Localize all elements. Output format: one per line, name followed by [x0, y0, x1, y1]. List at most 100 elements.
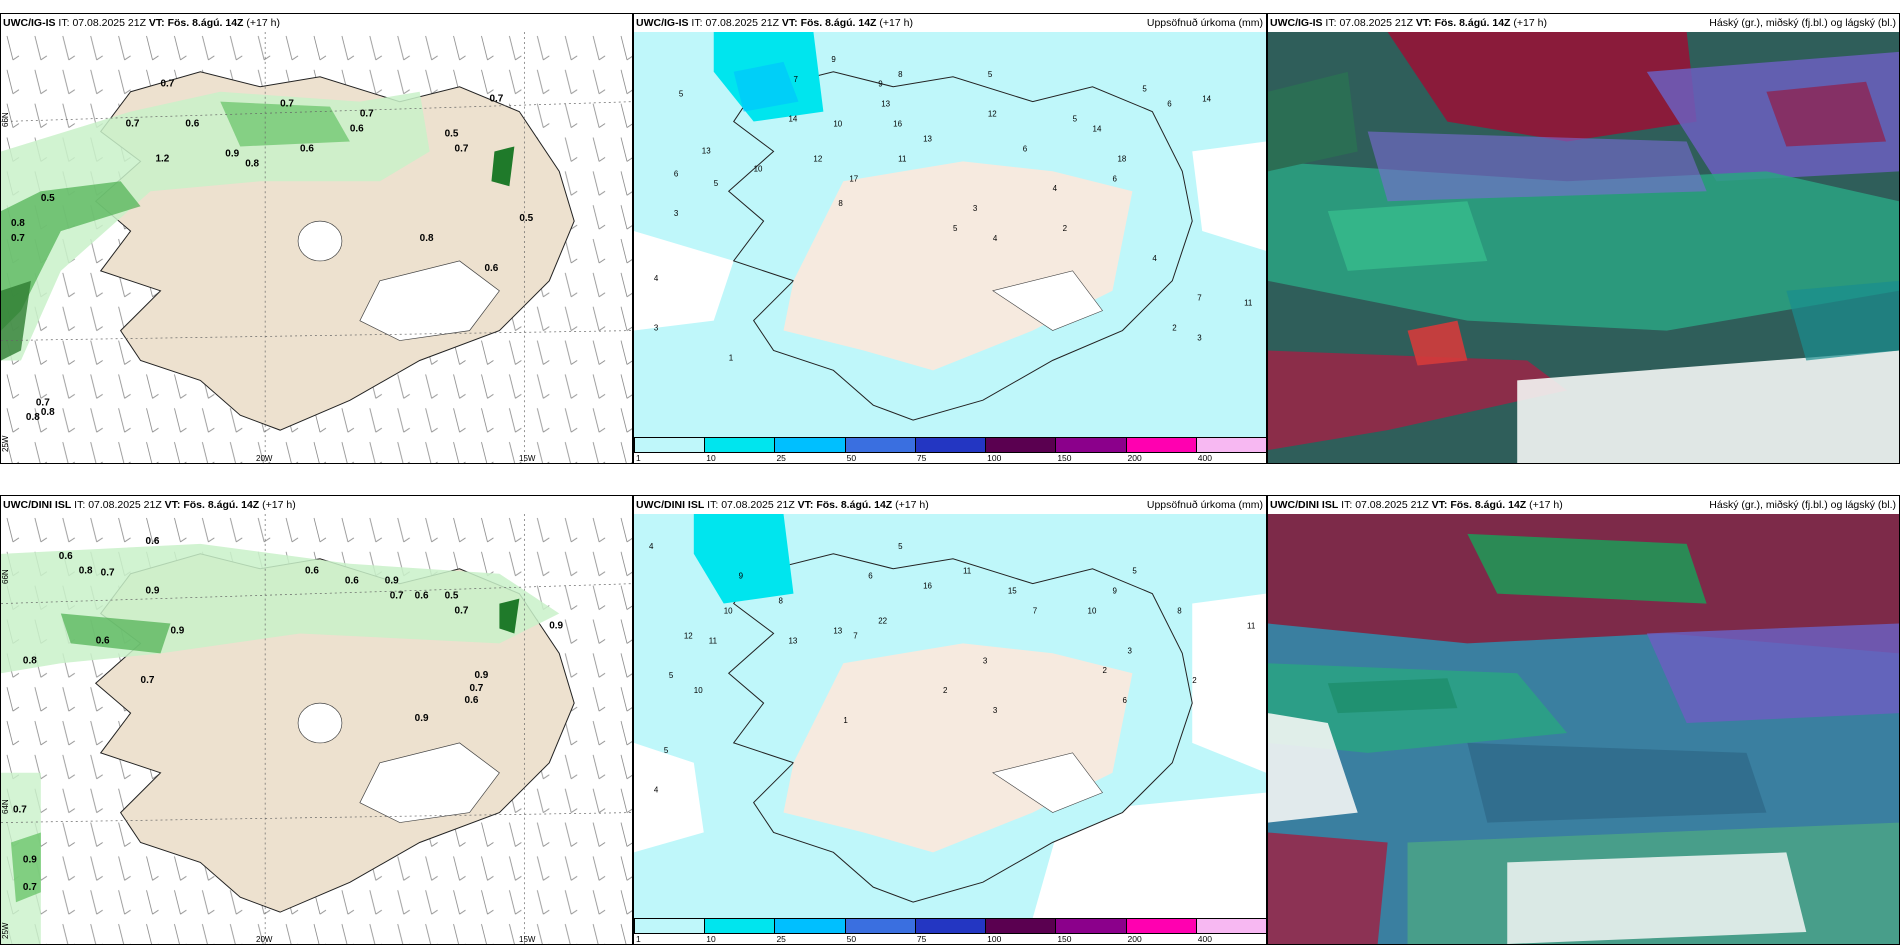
precip-value: 11 [898, 154, 907, 163]
wind-value: 0.5 [445, 129, 459, 140]
wind-value: 0.7 [101, 568, 115, 579]
colorbar-tick: 200 [1127, 934, 1142, 944]
colorbar-swatch [985, 437, 1057, 453]
colorbar-tick: 150 [1057, 453, 1072, 463]
precip-value: 11 [1244, 299, 1253, 308]
wind-value: 0.6 [345, 576, 359, 587]
precip-value: 12 [988, 110, 997, 119]
precip-value: 11 [1247, 621, 1256, 630]
wind-value: 0.5 [519, 213, 533, 224]
cloud-map [1268, 514, 1899, 944]
precip-value: 5 [1142, 85, 1147, 94]
colorbar-swatch [704, 437, 776, 453]
model-name: UWC/IG-IS [636, 17, 689, 29]
wind-value: 0.8 [420, 233, 434, 244]
panel-dini-clouds: UWC/DINI ISL IT: 07.08.2025 21Z VT: Fös.… [1267, 495, 1900, 945]
wind-value: 0.6 [350, 124, 364, 135]
model-name: UWC/IG-IS [3, 17, 56, 29]
precip-value: 6 [1167, 100, 1172, 109]
colorbar-swatch [914, 918, 987, 934]
panel-title: Uppsöfnuð úrkoma (mm) [1146, 499, 1263, 511]
precip-value: 5 [953, 224, 958, 233]
precip-value: 14 [789, 115, 798, 124]
wind-map-svg: 0.6 0.6 0.8 0.7 0.9 0.6 0.9 0.8 0.7 0.6 … [1, 514, 632, 944]
precip-value: 11 [963, 567, 972, 576]
precip-value: 12 [684, 631, 693, 640]
panel-title: Háský (gr.), miðský (fj.bl.) og lágský (… [1709, 499, 1896, 511]
vt-label: VT: [148, 17, 165, 29]
colorbar-tick: 200 [1127, 453, 1142, 463]
it-value: 07.08.2025 21Z [88, 499, 162, 511]
wind-value: 0.6 [415, 591, 429, 602]
colorbar-tick: 75 [916, 453, 927, 463]
wind-map-svg: 0.7 0.7 0.8 0.7 0.6 1.2 0.9 0.8 0.6 0.5 … [1, 32, 632, 463]
colorbar-swatch [704, 918, 776, 934]
precip-value: 3 [654, 324, 659, 333]
vt-value: Fös. 8.ágú. 14Z [167, 17, 244, 29]
precip-value: 2 [1172, 324, 1177, 333]
precip-map-svg: 4 5 10 8 6 12 11 13 7 5 16 11 10 5 4 3 2… [634, 514, 1266, 918]
precip-value: 4 [654, 274, 659, 283]
precip-value: 15 [1008, 587, 1017, 596]
colorbar-swatch [985, 918, 1057, 934]
lead-time: (+17 h) [1529, 499, 1563, 511]
precip-value: 6 [868, 572, 873, 581]
colorbar-tick: 400 [1197, 453, 1212, 463]
lead-time: (+17 h) [1513, 17, 1547, 29]
model-name: UWC/DINI ISL [636, 499, 705, 511]
it-value: 07.08.2025 21Z [72, 17, 146, 29]
precip-value: 5 [664, 746, 669, 755]
wind-value: 0.7 [360, 109, 374, 120]
precip-value: 12 [813, 154, 822, 163]
precip-value: 2 [1192, 676, 1197, 685]
panel-title: Uppsöfnuð úrkoma (mm) [1146, 17, 1263, 29]
colorbar-tick: 50 [846, 453, 857, 463]
wind-value: 0.8 [23, 655, 37, 666]
vt-label: VT: [1415, 17, 1432, 29]
precip-value: 22 [878, 616, 887, 625]
colorbar-swatch [1055, 918, 1127, 934]
panel-header: UWC/DINI ISL IT: 07.08.2025 21Z VT: Fös.… [634, 496, 1266, 514]
cloud-map-svg [1268, 32, 1899, 463]
wind-value: 0.9 [415, 713, 429, 724]
panel-header: UWC/DINI ISL IT: 07.08.2025 21Z VT: Fös.… [1268, 496, 1899, 514]
wind-value: 0.7 [455, 143, 469, 154]
precip-value: 13 [881, 100, 890, 109]
model-name: UWC/DINI ISL [1270, 499, 1339, 511]
panel-igis-precip: UWC/IG-IS IT: 07.08.2025 21Z VT: Fös. 8.… [633, 13, 1267, 464]
lon-label-25w: 25W [1, 922, 10, 939]
precip-value: 4 [649, 542, 654, 551]
colorbar-swatch [1125, 918, 1197, 934]
lat-label-66n: 66N [1, 112, 10, 127]
wind-value: 0.8 [41, 407, 55, 418]
it-label: IT: [691, 17, 703, 29]
lon-label-20w: 20W [256, 935, 273, 944]
precip-map: 4 5 10 8 6 12 11 13 7 5 16 11 10 5 4 3 2… [634, 514, 1266, 918]
precip-value: 5 [1132, 567, 1137, 576]
precip-value: 8 [838, 199, 843, 208]
wind-value: 0.8 [245, 158, 259, 169]
wind-value: 0.7 [390, 591, 404, 602]
colorbar-tick: 400 [1197, 934, 1212, 944]
precip-value: 3 [993, 706, 998, 715]
wind-value: 0.6 [146, 536, 160, 547]
wind-value: 0.9 [474, 670, 488, 681]
panel-header: UWC/IG-IS IT: 07.08.2025 21Z VT: Fös. 8.… [1, 14, 632, 32]
wind-value: 0.7 [280, 99, 294, 110]
precip-value: 9 [739, 572, 744, 581]
wind-value: 0.8 [26, 412, 40, 423]
precip-value: 9 [878, 80, 883, 89]
lat-label-64n: 64N [1, 799, 10, 814]
lead-time: (+17 h) [879, 17, 913, 29]
wind-map: 0.6 0.6 0.8 0.7 0.9 0.6 0.9 0.8 0.7 0.6 … [1, 514, 632, 944]
colorbar-tick: 75 [916, 934, 927, 944]
precip-colorbar: 1 10 25 50 75 100 150 200 400 [634, 918, 1266, 944]
colorbar-swatch [844, 918, 916, 934]
wind-value: 0.7 [23, 882, 37, 893]
colorbar-tick: 10 [706, 934, 716, 944]
it-label: IT: [74, 499, 86, 511]
precip-value: 1 [843, 716, 848, 725]
precip-value: 6 [1023, 144, 1028, 153]
precip-value: 2 [1063, 224, 1068, 233]
precip-value: 8 [898, 70, 903, 79]
